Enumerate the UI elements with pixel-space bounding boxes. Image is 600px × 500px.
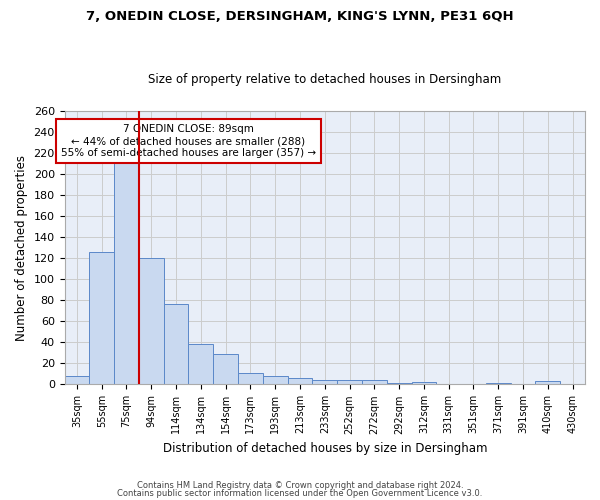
Bar [362, 380, 387, 384]
Bar [213, 354, 238, 384]
Bar [89, 252, 114, 384]
Text: Contains public sector information licensed under the Open Government Licence v3: Contains public sector information licen… [118, 488, 482, 498]
Text: Contains HM Land Registry data © Crown copyright and database right 2024.: Contains HM Land Registry data © Crown c… [137, 481, 463, 490]
Bar [164, 304, 188, 384]
Bar [188, 344, 213, 385]
Bar [114, 155, 139, 384]
Bar [139, 258, 164, 384]
Bar [337, 380, 362, 384]
Bar [65, 376, 89, 384]
Text: 7 ONEDIN CLOSE: 89sqm
← 44% of detached houses are smaller (288)
55% of semi-det: 7 ONEDIN CLOSE: 89sqm ← 44% of detached … [61, 124, 316, 158]
Title: Size of property relative to detached houses in Dersingham: Size of property relative to detached ho… [148, 73, 502, 86]
Bar [313, 380, 337, 384]
Bar [287, 378, 313, 384]
Bar [412, 382, 436, 384]
Bar [263, 376, 287, 384]
X-axis label: Distribution of detached houses by size in Dersingham: Distribution of detached houses by size … [163, 442, 487, 455]
Text: 7, ONEDIN CLOSE, DERSINGHAM, KING'S LYNN, PE31 6QH: 7, ONEDIN CLOSE, DERSINGHAM, KING'S LYNN… [86, 10, 514, 23]
Bar [535, 382, 560, 384]
Bar [238, 373, 263, 384]
Y-axis label: Number of detached properties: Number of detached properties [15, 154, 28, 340]
